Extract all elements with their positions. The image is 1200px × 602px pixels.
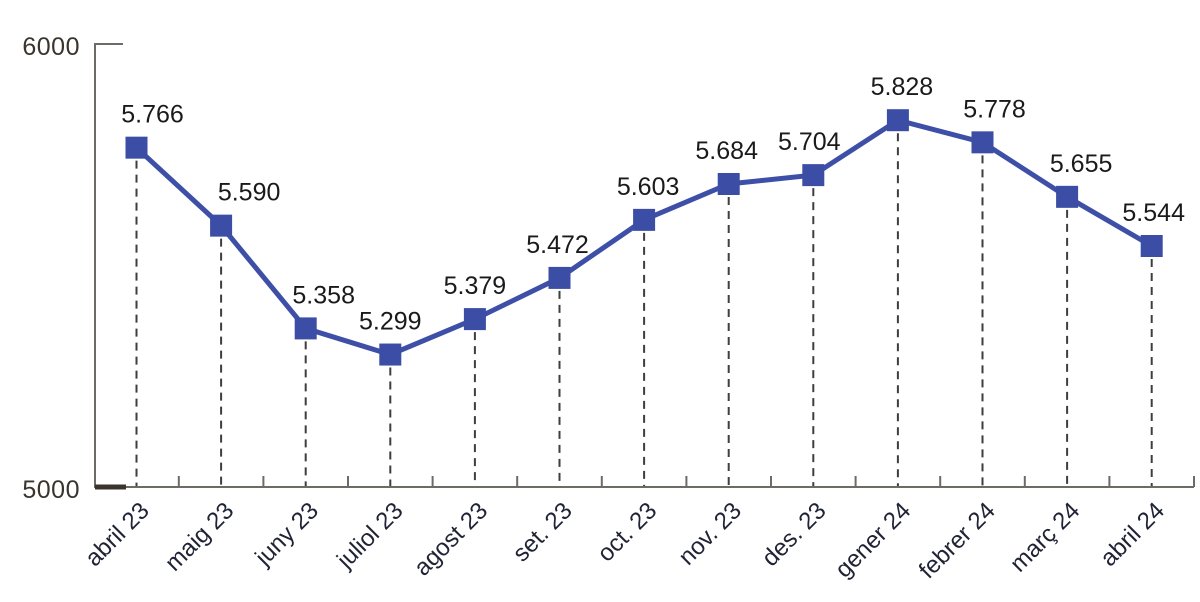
x-axis-tick-label: des. 23	[757, 497, 832, 572]
data-point-value-label: 5.655	[1050, 150, 1113, 178]
data-point-value-label: 5.684	[695, 137, 758, 165]
data-point-value-label: 5.603	[617, 173, 680, 201]
x-axis-tick-label: juny 23	[249, 497, 324, 572]
data-point-marker	[125, 136, 148, 159]
x-axis-tick-label: febrer 24	[914, 497, 1001, 584]
data-point-marker	[802, 164, 825, 187]
data-point-marker	[886, 109, 909, 132]
x-axis-tick-label: juliol 23	[331, 497, 408, 574]
data-point-marker	[717, 172, 740, 195]
x-axis-tick-label: abril 23	[80, 497, 155, 572]
data-point-value-label: 5.544	[1122, 199, 1185, 227]
x-axis-tick-label: nov. 23	[673, 497, 747, 571]
data-point-value-label: 5.590	[218, 179, 281, 207]
x-axis-tick-label: oct. 23	[592, 497, 662, 567]
x-axis-tick-label: gener 24	[830, 497, 916, 583]
data-point-marker	[379, 343, 402, 366]
x-axis-tick-label: set. 23	[508, 497, 578, 567]
data-point-value-label: 5.778	[963, 95, 1026, 123]
data-point-marker	[463, 308, 486, 331]
data-point-marker	[633, 208, 656, 231]
data-point-value-label: 5.379	[444, 272, 507, 300]
axis-frame	[94, 43, 1194, 488]
data-point-value-label: 5.299	[359, 308, 422, 336]
data-point-marker	[548, 266, 571, 289]
data-point-value-label: 5.358	[292, 281, 355, 309]
data-point-marker	[294, 317, 317, 340]
x-axis-tick-label: agost 23	[409, 497, 493, 581]
x-axis-tick-label: maig 23	[160, 497, 239, 576]
data-point-value-label: 5.828	[871, 73, 934, 101]
y-axis-label-max: 6000	[22, 33, 80, 61]
x-axis-tick-label: març 24	[1005, 497, 1085, 577]
data-point-value-label: 5.472	[526, 231, 589, 259]
data-point-value-label: 5.704	[778, 128, 841, 156]
data-point-value-label: 5.766	[121, 101, 184, 129]
y-axis-label-min: 5000	[22, 476, 80, 504]
data-point-marker	[971, 131, 994, 154]
x-axis-tick-label: abril 24	[1095, 497, 1170, 572]
data-point-marker	[210, 214, 233, 237]
data-point-marker	[1140, 235, 1163, 258]
data-point-marker	[1056, 185, 1079, 208]
